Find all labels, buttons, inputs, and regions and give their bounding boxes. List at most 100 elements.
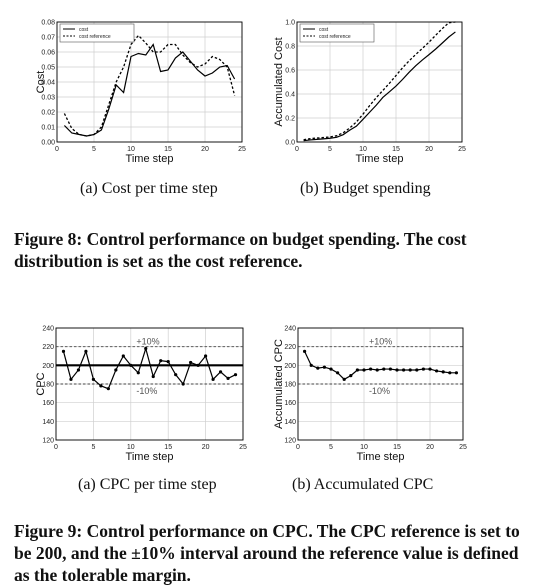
x-tick-label: 5 [328,146,332,153]
x-axis-label: Time step [356,153,404,165]
legend-box [59,23,135,43]
data-point [136,371,140,375]
y-tick-label: 0.2 [285,116,295,123]
x-tick-label: 0 [295,146,299,153]
series-line-2 [63,34,236,137]
subcaption-budget-spending: (b) Budget spending [300,180,431,197]
y-tick-label: 220 [284,344,296,351]
lower-margin-label: -10% [369,386,390,396]
y-tick-label: 0.6 [285,68,295,75]
x-tick-label: 20 [426,444,434,451]
data-point [349,374,353,378]
y-tick-label: 0.01 [41,125,55,132]
data-point [151,374,155,379]
data-point [121,354,125,358]
x-tick-label: 5 [329,444,333,451]
data-point [415,368,419,372]
data-point [402,368,406,372]
y-tick-label: 240 [42,326,54,333]
data-point [233,373,238,377]
y-tick-label: 220 [42,344,54,351]
data-point [114,368,118,372]
y-tick-label: 160 [42,400,54,407]
data-point [428,367,432,371]
data-point [369,367,373,371]
x-axis-label: Time step [357,451,405,463]
legend-label: cost [319,27,329,33]
x-axis-label: Time step [126,153,174,165]
data-point [435,369,439,373]
data-point [342,377,346,381]
y-tick-label: 120 [284,438,296,445]
data-point [196,363,200,367]
x-tick-label: 10 [359,146,367,153]
data-point [189,360,193,365]
y-tick-label: 180 [42,382,54,389]
x-tick-label: 20 [201,146,209,153]
y-axis-label: Accumulated Cost [273,37,285,126]
data-point [362,368,366,372]
x-tick-label: 0 [54,444,58,451]
data-point [421,367,425,371]
x-tick-label: 20 [425,146,433,153]
budget-chart-svg: 0 5 10 15 20 25 0.0 0.2 0.4 0.6 0.8 1.0 Time step Acc… [273,20,466,166]
series-line-2 [303,21,456,141]
lower-margin-label: -10% [136,386,157,396]
data-point [106,387,110,391]
data-point [226,376,230,380]
y-tick-label: 140 [42,419,54,426]
x-tick-label: 15 [164,444,172,451]
data-point [166,360,170,364]
data-point [395,368,399,372]
series-line-1 [303,31,456,142]
y-tick-label: 0.02 [41,110,55,117]
x-tick-label: 10 [127,146,135,153]
y-tick-label: 0.00 [41,140,55,147]
data-point [204,354,208,358]
plot-frame [296,21,463,143]
cpc-per-time-step-chart: 0 5 10 15 20 25 120 140 160 180 200 220 240 Time step… [0,312,262,467]
accumulated-cpc-chart: 0 5 10 15 20 25 120 140 160 180 200 220 240 Time step… [262,312,524,467]
data-point [441,370,445,374]
data-point [303,349,307,353]
y-tick-label: 0.04 [41,80,55,87]
x-tick-label: 0 [296,444,300,451]
x-tick-label: 15 [393,444,401,451]
x-tick-label: 15 [392,146,400,153]
subcaption-accumulated-cpc: (b) Accumulated CPC [292,476,434,493]
data-point [408,368,412,372]
upper-margin-label: +10% [136,337,159,347]
y-axis-label: CPC [35,372,47,395]
legend-label: cost reference [79,34,111,40]
x-axis-label: Time step [126,451,174,463]
y-tick-label: 120 [42,438,54,445]
y-tick-label: 0.07 [41,35,55,42]
data-point [84,349,88,353]
x-tick-label: 25 [459,444,467,451]
y-tick-label: 200 [284,363,296,370]
data-point [448,371,452,375]
series-line-1 [62,346,236,390]
data-point [99,384,103,388]
data-point [382,367,386,371]
y-tick-label: 140 [284,419,296,426]
data-point [181,382,185,386]
x-tick-label: 5 [92,146,96,153]
y-tick-label: 1.0 [285,20,295,27]
y-tick-label: 0.4 [285,92,295,99]
y-tick-label: 200 [42,363,54,370]
y-tick-label: 0.0 [285,140,295,147]
data-point [159,359,163,363]
x-tick-label: 20 [202,444,210,451]
figure-8-caption: Figure 8: Control performance on budget … [14,229,467,271]
cost-chart-svg: 0 5 10 15 20 25 0.00 0.01 0.02 0.03 0.04 0.05 0.06 0.… [35,20,246,166]
y-tick-label: 0.03 [41,95,55,102]
data-point [309,363,313,367]
y-tick-label: 0.05 [41,65,55,72]
accumulated-cpc-chart-svg: 0 5 10 15 20 25 120 140 160 180 200 220 240 Time step… [273,326,467,464]
x-tick-label: 25 [238,146,246,153]
data-point [322,365,326,369]
budget-spending-chart: 0 5 10 15 20 25 0.0 0.2 0.4 0.6 0.8 1.0 Time step Acc… [262,12,524,172]
data-point [218,370,223,374]
data-point [76,368,81,372]
